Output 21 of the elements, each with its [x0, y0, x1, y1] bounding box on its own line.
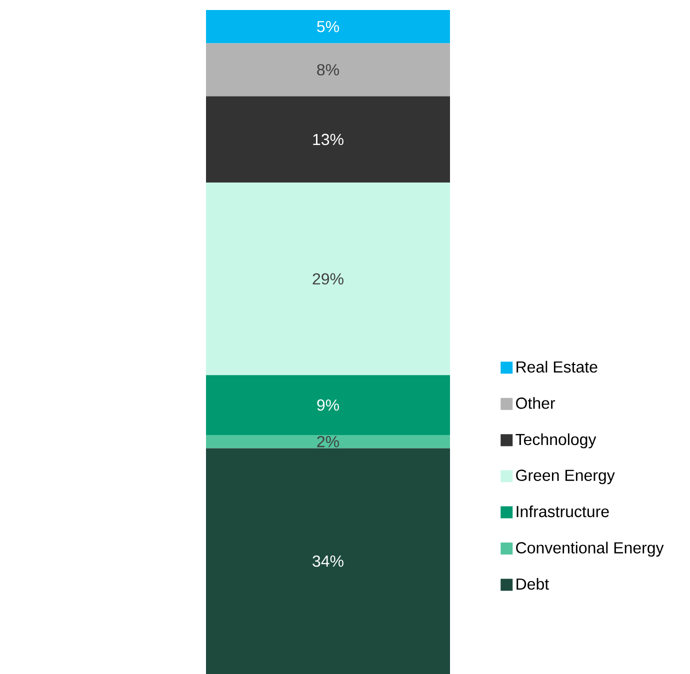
legend-label: Debt [516, 578, 549, 590]
bar [206, 448, 450, 674]
legend-label: Green Energy [516, 470, 615, 484]
legend-label: Other [516, 397, 556, 409]
bar [206, 43, 450, 96]
bar [206, 96, 450, 183]
legend-label: Infrastructure [516, 505, 609, 518]
data-label: 8% [317, 64, 339, 76]
bar [206, 375, 450, 435]
legend-label: Real Estate [516, 360, 598, 373]
data-label: 29% [312, 273, 344, 285]
bar [206, 10, 450, 44]
bar [206, 182, 450, 376]
data-label: 5% [317, 20, 339, 32]
legend-label: Conventional Energy [516, 542, 664, 557]
data-label: 13% [313, 134, 344, 146]
data-label: 34% [312, 555, 344, 567]
bar [206, 434, 450, 448]
legend-label: Technology [516, 433, 596, 448]
data-label: 2% [317, 436, 339, 448]
data-label: 9% [317, 399, 339, 411]
